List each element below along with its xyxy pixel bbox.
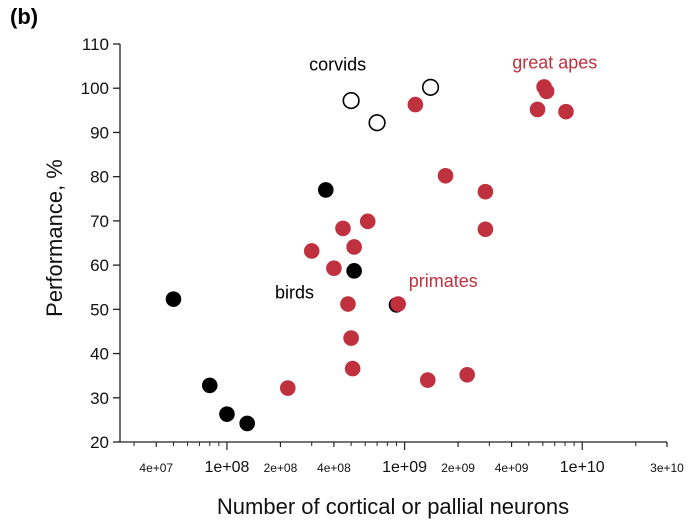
birds-annotation: birds [275,282,314,302]
great-apes-point [529,101,546,118]
data-points-group [165,78,574,432]
y-tick-label: 60 [90,256,109,275]
x-tick-label: 1e+08 [204,459,249,476]
primates-point [407,96,424,113]
primates-point [459,366,475,383]
x-tick-label: 2e+08 [264,461,298,475]
y-tick-label: 110 [82,35,109,54]
birds-point [317,182,334,198]
primates-point [326,260,342,277]
y-tick-label: 40 [90,345,109,364]
primates-point [477,183,494,200]
corvids-point [421,78,440,96]
primates-point [359,213,376,230]
primates-point [419,372,436,388]
corvids-point [368,114,386,132]
axes-group: 20 30 40 50 60 70 80 90 100 110 4e+07 1e+08 2e+08 4e+… [81,35,685,476]
great-apes-point [538,83,555,100]
primates-point [437,167,454,184]
primates-point [346,239,362,255]
x-tick-label: 4e+08 [317,461,351,475]
x-tick-label: 3e+10 [650,461,684,475]
x-tick-label: 4e+09 [495,461,529,475]
primates-annotation: primates [409,271,478,291]
y-tick-label: 20 [90,433,109,452]
primates-point [390,296,406,312]
birds-point [346,263,362,279]
great-apes-point [558,103,574,120]
x-tick-label: 1e+10 [560,459,605,476]
x-tick-label: 4e+07 [139,461,173,475]
y-tick-label: 30 [90,389,109,408]
primates-point [303,243,320,259]
birds-point [201,377,218,394]
corvids-point [342,92,360,110]
panel-label: (b) [10,4,39,29]
y-tick-label: 50 [90,300,109,319]
primates-point [344,360,361,377]
y-tick-label: 70 [90,212,109,231]
x-tick-label: 1e+09 [382,459,427,476]
primates-point [340,296,356,312]
primates-point [279,380,296,396]
birds-point [165,291,182,307]
great-apes-annotation: great apes [512,52,597,72]
y-tick-label: 80 [90,168,109,187]
primates-point [335,220,351,237]
y-tick-label: 100 [81,79,109,98]
birds-point [239,415,255,432]
annotations-group: corvids great apes birds primates [275,52,597,302]
x-tick-label: 2e+09 [441,461,475,475]
x-axis-label: Number of cortical or pallial neurons [217,494,569,519]
corvids-annotation: corvids [309,55,366,75]
primates-point [477,221,494,238]
y-tick-label: 90 [90,123,109,142]
y-axis-label: Performance, % [42,159,67,317]
primates-point [343,330,359,346]
birds-point [219,406,235,422]
